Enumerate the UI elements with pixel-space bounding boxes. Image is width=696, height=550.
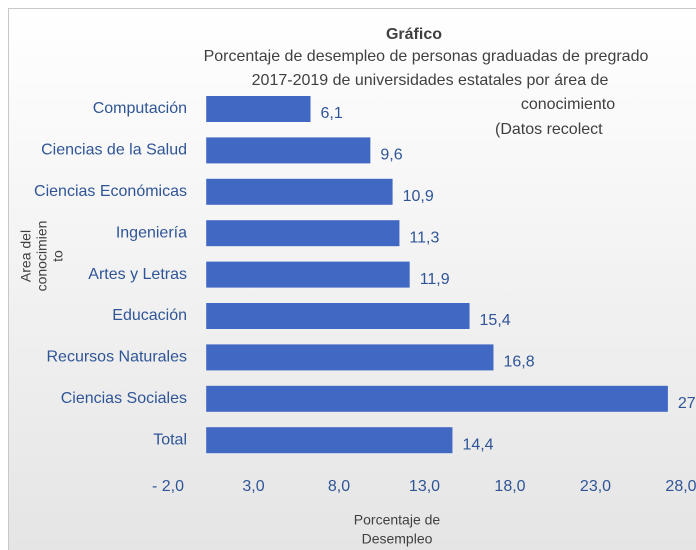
x-tick-label: 18,0: [494, 478, 525, 495]
bar: [206, 96, 311, 122]
y-axis-label: Area del: [18, 230, 34, 282]
x-tick-label: 13,0: [409, 478, 440, 495]
bar: [206, 427, 453, 454]
y-tick-label: Ingeniería: [116, 224, 187, 241]
y-tick-label: Ciencias de la Salud: [41, 142, 187, 159]
x-axis-label: Desempleo: [362, 531, 433, 547]
y-tick-label: Artes y Letras: [88, 266, 187, 283]
chart-subtitle: (Datos recolect: [495, 121, 603, 138]
bar: [206, 220, 400, 247]
bar: [206, 137, 371, 164]
chart-title: Gráfico: [386, 26, 442, 43]
chart-subtitle: conocimiento: [521, 96, 615, 113]
x-axis-label: Porcentaje de: [354, 512, 441, 528]
data-label: 6,1: [321, 105, 343, 122]
y-tick-label: Ciencias Sociales: [61, 390, 187, 407]
y-tick-label: Ciencias Económicas: [34, 183, 187, 200]
chart-subtitle: 2017-2019 de universidades estatales por…: [252, 72, 609, 89]
data-label: 10,9: [403, 188, 434, 205]
chart-subtitle: Porcentaje de desempleo de personas grad…: [204, 48, 649, 65]
x-tick-label: 8,0: [328, 478, 350, 495]
x-tick-label: 23,0: [580, 478, 611, 495]
y-axis-label: to: [50, 250, 66, 262]
data-label: 15,4: [480, 312, 511, 329]
y-axis-label: conocimien: [34, 221, 50, 292]
data-label: 11,9: [420, 271, 450, 288]
y-tick-label: Educación: [112, 307, 187, 324]
data-label: 27,0: [678, 395, 696, 412]
y-tick-label: Recursos Naturales: [47, 349, 188, 366]
bar: [206, 178, 393, 205]
data-label: 14,4: [462, 436, 493, 453]
bar: [206, 303, 470, 329]
x-tick-label: 28,0: [665, 478, 696, 495]
x-tick-label: 3,0: [242, 478, 264, 495]
bar: [206, 261, 410, 288]
bar: [206, 344, 494, 371]
bar: [206, 385, 668, 412]
y-tick-label: Computación: [93, 100, 187, 117]
data-label: 9,6: [380, 147, 402, 164]
x-tick-label: - 2,0: [152, 478, 184, 495]
data-label: 11,3: [409, 229, 439, 246]
y-tick-label: Total: [153, 431, 187, 448]
data-label: 16,8: [503, 354, 534, 371]
